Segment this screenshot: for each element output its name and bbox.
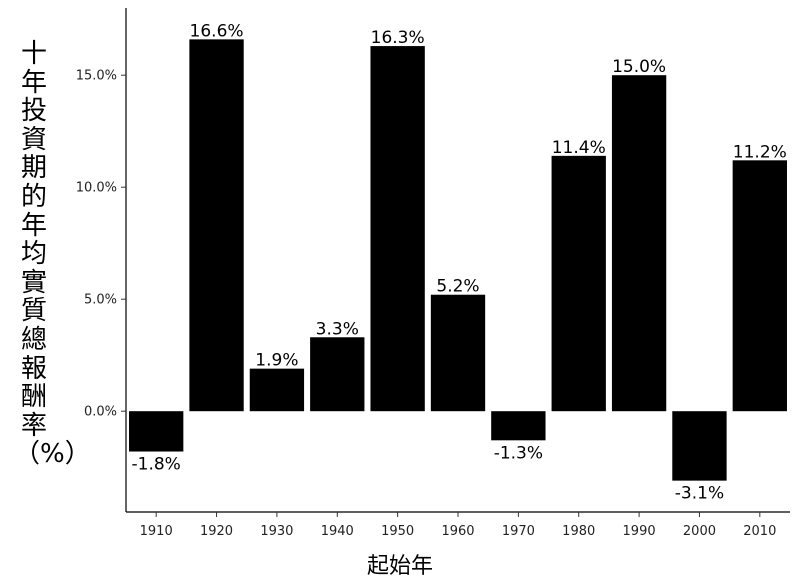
x-tick-label-1970: 1970: [502, 524, 535, 539]
value-label-1970: -1.3%: [494, 443, 543, 463]
y-axis-title: 十年投資期的年均實質總報酬率（%）: [14, 39, 91, 470]
bar-1940: [310, 337, 365, 412]
x-axis-title: 起始年: [366, 554, 433, 579]
bar-1980: [551, 155, 606, 412]
value-label-1910: -1.8%: [132, 455, 181, 475]
bar-1970: [491, 411, 546, 441]
y-tick-label: 5.0%: [84, 293, 117, 308]
bar-1930: [249, 368, 305, 412]
bar-1920: [189, 39, 244, 412]
y-tick-label: 10.0%: [76, 181, 117, 196]
x-tick-label-1910: 1910: [140, 524, 173, 539]
bar-1950: [370, 46, 425, 412]
bars-group: [129, 39, 787, 481]
x-tick-label-1920: 1920: [200, 524, 233, 539]
x-tick-label-1980: 1980: [562, 524, 595, 539]
bar-1990: [611, 75, 667, 412]
value-labels-group: -1.8% 16.6% 1.9% 3.3% 16.3% 5.2% -1.3% 11.4% 15.…: [132, 21, 787, 503]
value-label-2000: -3.1%: [675, 484, 724, 504]
bar-2000: [672, 411, 727, 481]
bar-2010: [732, 160, 787, 412]
value-label-1960: 5.2%: [436, 277, 479, 297]
value-label-1930: 1.9%: [255, 351, 298, 371]
x-tick-label-1930: 1930: [260, 524, 293, 539]
value-label-1940: 3.3%: [316, 319, 359, 339]
bar-1910: [129, 411, 184, 452]
x-tick-label-1940: 1940: [321, 524, 354, 539]
y-tick-label: 0.0%: [84, 405, 117, 420]
x-tick-label-2000: 2000: [683, 524, 716, 539]
x-tick-label-2010: 2010: [743, 524, 776, 539]
x-tick-label-1960: 1960: [441, 524, 474, 539]
value-label-1950: 16.3%: [371, 28, 425, 48]
value-label-1980: 11.4%: [552, 138, 606, 158]
x-tick-label-1950: 1950: [381, 524, 414, 539]
x-tick-label-1990: 1990: [623, 524, 656, 539]
y-tick-label: 15.0%: [76, 69, 117, 84]
value-label-2010: 11.2%: [733, 142, 787, 162]
value-label-1990: 15.0%: [612, 57, 666, 77]
axes-group: 0.0% 5.0% 10.0% 15.0% 1910 1920 1930 1940 1950 19…: [76, 8, 790, 539]
bar-1960: [430, 294, 486, 412]
value-label-1920: 16.6%: [190, 21, 244, 41]
